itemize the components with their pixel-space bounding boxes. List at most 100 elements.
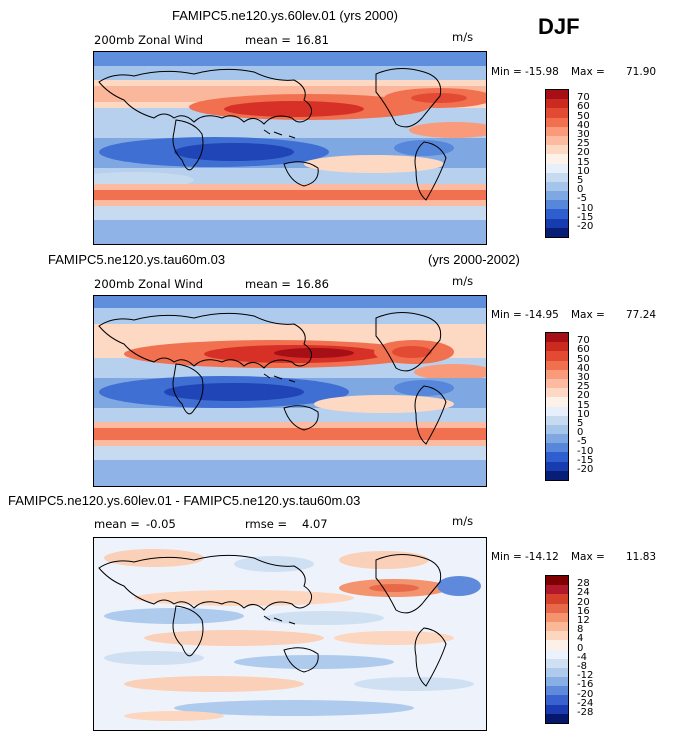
colorbar-tick-label: -10 xyxy=(577,445,594,457)
colorbar-tick-label: 28 xyxy=(577,578,590,590)
colorbar-tick-label: 20 xyxy=(577,147,590,159)
colorbar-swatch xyxy=(546,424,568,435)
panel1-map xyxy=(93,51,487,245)
colorbar-tick-label: 50 xyxy=(577,353,590,365)
colorbar-swatch xyxy=(546,191,568,201)
colorbar-swatch xyxy=(546,677,568,687)
colorbar-tick-label: 40 xyxy=(577,362,590,374)
colorbar-swatch xyxy=(546,640,568,650)
panel1-mean-value: 16.81 xyxy=(296,33,329,47)
colorbar-swatch xyxy=(546,163,568,173)
colorbar-swatch xyxy=(546,603,568,613)
colorbar-tick-label: 25 xyxy=(577,381,590,393)
colorbar-tick-label: 20 xyxy=(577,596,590,608)
colorbar-swatch xyxy=(546,594,568,604)
colorbar-swatch xyxy=(546,461,568,471)
colorbar-swatch xyxy=(546,200,568,210)
colorbar-swatch xyxy=(546,415,568,425)
colorbar-tick-label: -15 xyxy=(577,454,594,466)
colorbar-swatch xyxy=(546,369,568,379)
colorbar-tick-label: -4 xyxy=(577,651,587,663)
colorbar-tick-label: 60 xyxy=(577,344,590,356)
colorbar-swatch xyxy=(546,695,568,705)
panel2-min-label: Min = xyxy=(491,309,522,321)
panel3-map xyxy=(93,537,487,731)
panel3-min-value: -14.12 xyxy=(525,551,559,563)
panel2-max-label: Max = xyxy=(571,309,605,321)
colorbar-swatch xyxy=(546,209,568,219)
colorbar-tick-label: -5 xyxy=(577,193,587,205)
panel1-field xyxy=(94,52,486,244)
panel2-mean-value: 16.86 xyxy=(296,277,329,291)
colorbar-tick-label: -28 xyxy=(577,707,594,718)
colorbar-tick-label: 25 xyxy=(577,138,590,150)
colorbar-swatch xyxy=(546,333,568,343)
panel2-max-value: 77.24 xyxy=(626,309,657,321)
colorbar-tick-label: -20 xyxy=(577,221,594,232)
panel2-map xyxy=(93,295,487,487)
colorbar-tick-label: 0 xyxy=(577,184,584,196)
colorbar-swatch xyxy=(546,342,568,352)
colorbar-swatch xyxy=(546,649,568,659)
panel3-max-value: 11.83 xyxy=(626,551,657,563)
colorbar-tick-label: 10 xyxy=(577,408,590,420)
panel2-field xyxy=(94,296,486,486)
colorbar-swatch xyxy=(546,452,568,462)
colorbar-swatch xyxy=(546,631,568,641)
panel3-min-label: Min = xyxy=(491,551,522,563)
colorbar-tick-label: 20 xyxy=(577,390,590,402)
colorbar-tick-label: 60 xyxy=(577,101,590,113)
panel1-min-value: -15.98 xyxy=(525,66,559,78)
colorbar-tick-label: 0 xyxy=(577,642,584,654)
colorbar-tick-label: 70 xyxy=(577,335,590,347)
colorbar-tick-label: -5 xyxy=(577,436,587,448)
colorbar-tick-label: -10 xyxy=(577,202,594,214)
panel2-mean-label: mean = xyxy=(245,277,291,291)
colorbar-swatch xyxy=(546,585,568,595)
colorbar-tick-label: 15 xyxy=(577,156,590,168)
panel1-mean-label: mean = xyxy=(245,33,291,47)
colorbar-tick-label: 40 xyxy=(577,119,590,131)
colorbar-swatch xyxy=(546,108,568,118)
colorbar-tick-label: 70 xyxy=(577,92,590,104)
colorbar-swatch xyxy=(546,218,568,228)
season-label: DJF xyxy=(538,14,580,39)
colorbar-swatch xyxy=(546,704,568,714)
colorbar-tick-label: -8 xyxy=(577,661,587,672)
colorbar-tick-label: -12 xyxy=(577,670,594,682)
panel2-min-value: -14.95 xyxy=(525,309,559,321)
colorbar-swatch xyxy=(546,621,568,632)
colorbar-tick-label: 5 xyxy=(577,418,584,429)
colorbar-swatch xyxy=(546,351,568,361)
colorbar-tick-label: 30 xyxy=(577,372,590,383)
colorbar-swatch xyxy=(546,406,568,416)
colorbar-swatch xyxy=(546,713,568,723)
panel3-max-label: Max = xyxy=(571,551,605,563)
panel2-title: FAMIPC5.ne120.ys.tau60m.03 xyxy=(48,252,226,267)
panel3-title: FAMIPC5.ne120.ys.60lev.01 - FAMIPC5.ne12… xyxy=(8,493,361,508)
colorbar-tick-label: 50 xyxy=(577,110,590,122)
colorbar-swatch xyxy=(546,126,568,136)
colorbar-swatch xyxy=(546,154,568,164)
colorbar-swatch xyxy=(546,227,568,237)
panel3-units: m/s xyxy=(452,514,474,528)
colorbar-tick-label: 4 xyxy=(577,633,584,645)
colorbar-swatch xyxy=(546,576,568,586)
panel1-max-label: Max = xyxy=(571,66,605,78)
colorbar-swatch xyxy=(546,145,568,155)
colorbar-tick-label: -24 xyxy=(577,697,594,709)
panel1-variable: 200mb Zonal Wind xyxy=(94,33,204,47)
colorbar-swatch xyxy=(546,612,568,622)
colorbar-swatch xyxy=(546,172,568,182)
panel3-colorbar xyxy=(545,575,569,724)
panel3-mean-label: mean = xyxy=(94,517,140,531)
colorbar-tick-label: 15 xyxy=(577,399,590,411)
colorbar-tick-label: 24 xyxy=(577,587,590,599)
panel3-mean-value: -0.05 xyxy=(146,517,176,531)
colorbar-swatch xyxy=(546,360,568,370)
colorbar-swatch xyxy=(546,99,568,109)
panel2-units: m/s xyxy=(452,274,474,288)
colorbar-tick-label: 10 xyxy=(577,165,590,177)
colorbar-tick-label: -20 xyxy=(577,688,594,700)
colorbar-tick-label: 30 xyxy=(577,129,590,140)
